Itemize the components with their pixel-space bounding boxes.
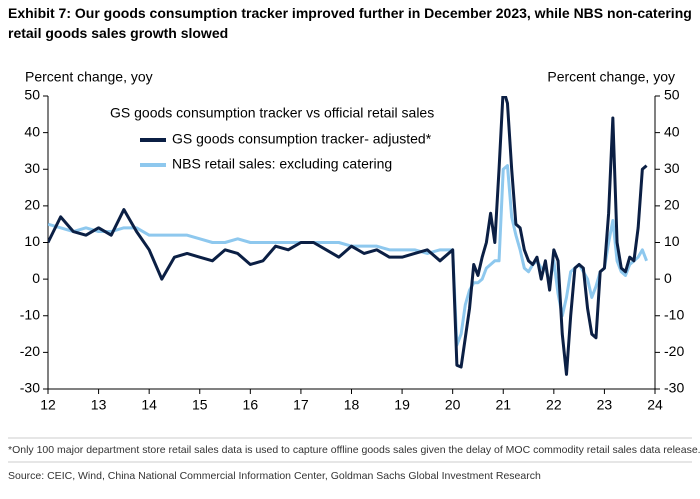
x-tick-label: 14	[141, 397, 157, 413]
x-tick-label: 15	[192, 397, 208, 413]
y2-tick-label: 10	[664, 233, 680, 249]
x-tick-label: 16	[243, 397, 259, 413]
y-tick-label: 40	[24, 123, 40, 139]
y2-tick-label: -20	[664, 343, 684, 359]
legend-label: GS goods consumption tracker- adjusted*	[172, 131, 432, 147]
x-tick-label: 24	[647, 397, 663, 413]
y-tick-label: 50	[24, 87, 40, 103]
y2-tick-label: 40	[664, 123, 680, 139]
x-tick-label: 13	[91, 397, 107, 413]
source: Source: CEIC, Wind, China National Comme…	[8, 470, 541, 482]
y-tick-label: -10	[20, 306, 40, 322]
y-axis-label: Percent change, yoy	[25, 69, 153, 85]
y2-tick-label: -10	[664, 306, 684, 322]
x-tick-label: 19	[394, 397, 410, 413]
x-tick-label: 17	[293, 397, 309, 413]
x-tick-label: 22	[546, 397, 562, 413]
legend-title: GS goods consumption tracker vs official…	[110, 105, 434, 121]
y2-tick-label: 30	[664, 160, 680, 176]
x-tick-label: 23	[597, 397, 613, 413]
y2-tick-label: 20	[664, 197, 680, 213]
x-tick-label: 18	[344, 397, 360, 413]
footnote: *Only 100 major department store retail …	[8, 444, 700, 456]
y2-tick-label: 0	[664, 270, 672, 286]
y-tick-label: -20	[20, 343, 40, 359]
y-tick-label: -30	[20, 380, 40, 396]
y-tick-label: 10	[24, 233, 40, 249]
y2-tick-label: 50	[664, 87, 680, 103]
series-line	[48, 96, 648, 376]
y2-tick-label: -30	[664, 380, 684, 396]
x-tick-label: 21	[495, 397, 511, 413]
y-tick-label: 30	[24, 160, 40, 176]
y-tick-label: 20	[24, 197, 40, 213]
y-tick-label: 0	[32, 270, 40, 286]
legend-label: NBS retail sales: excluding catering	[172, 156, 392, 172]
x-tick-label: 12	[40, 397, 56, 413]
x-tick-label: 20	[445, 397, 461, 413]
chart-title: Exhibit 7: Our goods consumption tracker…	[8, 5, 692, 41]
y2-axis-label: Percent change, yoy	[547, 69, 675, 85]
series-line	[48, 164, 648, 347]
